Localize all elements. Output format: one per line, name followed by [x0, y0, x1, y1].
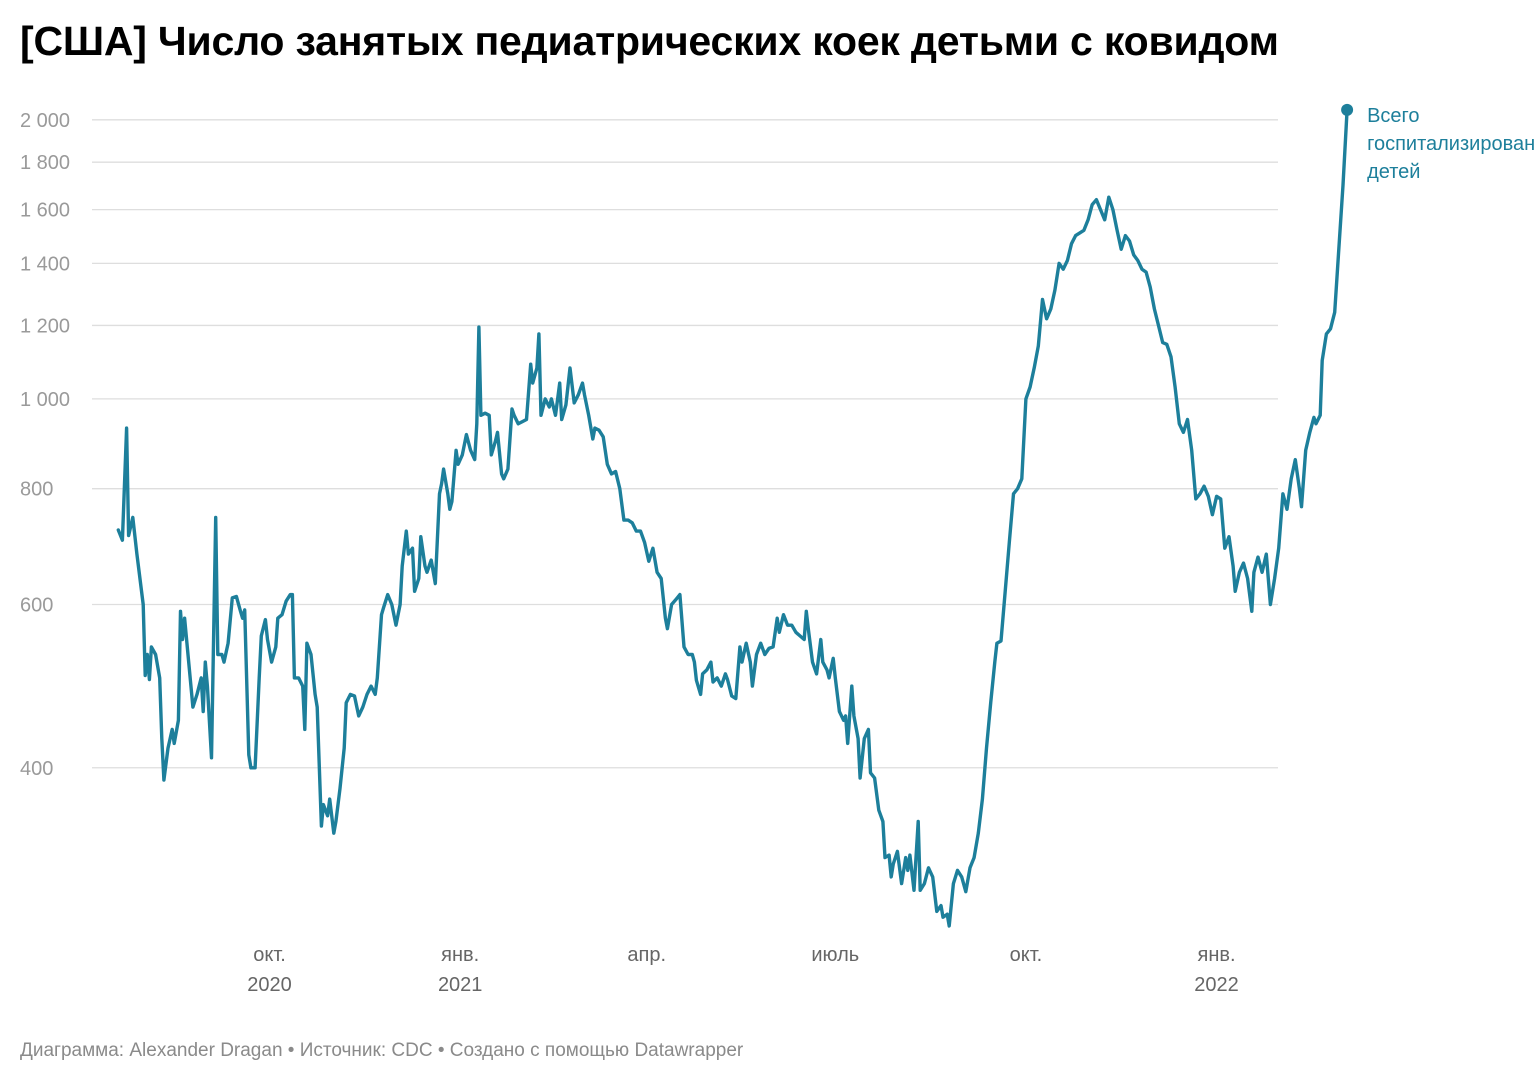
y-tick-label: 2 000 — [20, 110, 70, 132]
x-tick-label: окт. — [1010, 944, 1043, 966]
x-tick-year: 2021 — [438, 974, 483, 996]
series-layer — [116, 103, 1354, 928]
y-tick-label: 1 000 — [20, 389, 70, 411]
series-label: Всего — [1367, 105, 1419, 127]
x-tick-label: янв. — [1198, 944, 1236, 966]
series-end-point — [1341, 103, 1354, 116]
chart-title: [США] Число занятых педиатрических коек … — [20, 18, 1279, 64]
chart-footer: Диаграмма: Alexander Dragan • Источник: … — [20, 1040, 744, 1061]
x-tick-label: июль — [811, 944, 859, 966]
y-tick-label: 1 400 — [20, 253, 70, 275]
y-tick-label: 400 — [20, 758, 53, 780]
y-axis-ticks: 400 600 800 1 000 1 200 1 400 1 600 1 800 2 000 — [20, 110, 70, 780]
y-tick-label: 600 — [20, 595, 53, 617]
gridlines — [92, 119, 1278, 769]
x-tick-year: 2020 — [247, 974, 292, 996]
x-tick-label: янв. — [441, 944, 479, 966]
x-tick-year: 2022 — [1194, 974, 1239, 996]
y-tick-label: 1 600 — [20, 200, 70, 222]
x-tick-label: окт. — [253, 944, 286, 966]
series-label: госпитализировано — [1367, 133, 1534, 155]
y-tick-label: 1 800 — [20, 152, 70, 174]
series-line — [116, 108, 1349, 928]
x-axis-ticks: окт. 2020 янв. 2021 апр. июль окт. янв. 2022 — [247, 944, 1238, 996]
series-label: детей — [1367, 161, 1420, 183]
x-tick-label: апр. — [627, 944, 666, 966]
y-tick-label: 800 — [20, 479, 53, 501]
y-tick-label: 1 200 — [20, 315, 70, 337]
series-annotation: Всего госпитализировано детей — [1367, 105, 1534, 183]
